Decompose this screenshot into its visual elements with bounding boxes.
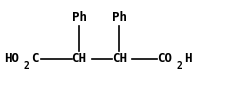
Text: Ph: Ph	[71, 11, 86, 24]
Text: H: H	[184, 52, 191, 65]
Text: CH: CH	[111, 52, 126, 65]
Text: 2: 2	[24, 61, 30, 71]
Text: C: C	[31, 52, 39, 65]
Text: Ph: Ph	[111, 11, 126, 24]
Text: HO: HO	[4, 52, 19, 65]
Text: 2: 2	[176, 61, 182, 71]
Text: CO: CO	[156, 52, 171, 65]
Text: CH: CH	[71, 52, 86, 65]
